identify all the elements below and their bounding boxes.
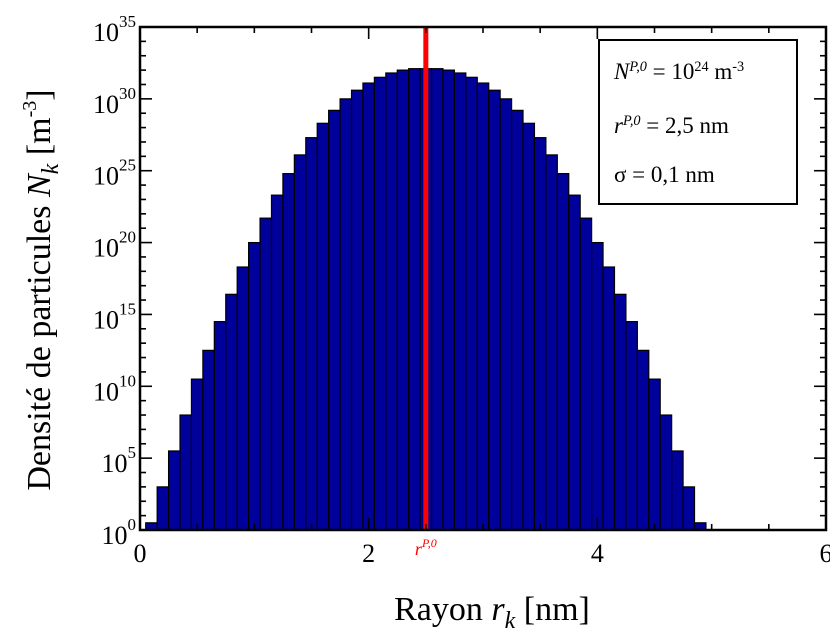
- histogram-bar: [305, 137, 318, 531]
- legend-density: NP,0 = 1024 m-3: [614, 59, 745, 84]
- x-tick-labels: 0 2 4 6: [134, 539, 830, 568]
- histogram-bar: [682, 486, 696, 531]
- histogram-bar: [522, 122, 536, 531]
- legend-radius: rP,0 = 2,5 nm: [614, 113, 729, 138]
- x-axis-label: Rayon rk [nm]: [394, 591, 590, 634]
- y-tick-label: 105: [102, 443, 137, 478]
- y-tick-label: 1010: [93, 371, 136, 406]
- histogram-bar: [156, 486, 170, 531]
- y-tick-label: 1025: [93, 156, 136, 191]
- histogram-bar: [225, 293, 238, 531]
- y-tick-label: 1035: [93, 12, 136, 47]
- histogram-bar: [430, 68, 444, 531]
- x-tick-label: 2: [362, 539, 375, 568]
- histogram-bar: [350, 89, 364, 531]
- histogram-bar: [236, 266, 250, 531]
- y-tick-label: 1015: [93, 299, 136, 334]
- histogram-bar: [282, 172, 295, 531]
- histogram-bar: [442, 69, 456, 531]
- legend-box: NP,0 = 1024 m-3 rP,0 = 2,5 nm σ = 0,1 nm: [598, 39, 798, 205]
- histogram-bar: [248, 241, 261, 531]
- histogram-bar: [579, 217, 593, 531]
- histogram-bar: [545, 154, 558, 531]
- histogram-bar: [396, 69, 410, 531]
- bar-series: [145, 68, 707, 531]
- histogram-bar: [339, 98, 353, 531]
- histogram-bar: [328, 109, 341, 531]
- histogram-bar: [533, 137, 547, 531]
- histogram-bar: [190, 378, 204, 531]
- x-tick-label: 6: [820, 539, 830, 568]
- histogram-bar: [499, 98, 513, 531]
- histogram-bar: [488, 89, 501, 531]
- y-axis-label: Densité de particules Nk [m-3]: [19, 89, 64, 490]
- y-tick-label: 1030: [93, 84, 136, 119]
- histogram-bar: [625, 321, 638, 531]
- histogram-bar: [591, 241, 604, 531]
- histogram-bar: [362, 82, 375, 531]
- histogram-bar: [202, 349, 215, 531]
- histogram-bar: [568, 194, 581, 531]
- axis-ticks: [139, 26, 827, 531]
- histogram-bar: [453, 72, 467, 531]
- y-tick-label: 1020: [93, 228, 136, 263]
- histogram-bar: [602, 266, 616, 531]
- x-tick-label: 4: [591, 539, 604, 568]
- histogram-bar: [373, 76, 387, 531]
- histogram-bar: [385, 72, 398, 531]
- histogram-bar: [167, 450, 181, 531]
- y-tick-label: 100: [102, 515, 137, 550]
- marker-label: rP,0: [415, 536, 437, 559]
- histogram-bar: [465, 76, 478, 531]
- histogram-bar: [648, 378, 661, 531]
- legend-sigma: σ = 0,1 nm: [614, 162, 715, 187]
- histogram-bar: [671, 450, 684, 531]
- histogram-bar: [213, 321, 227, 531]
- histogram-bar: [408, 68, 421, 531]
- histogram-bar: [659, 414, 673, 531]
- histogram-bar: [293, 154, 307, 531]
- histogram-bar: [476, 82, 490, 531]
- histogram-bar: [510, 109, 524, 531]
- x-tick-label: 0: [134, 539, 147, 568]
- histogram-bar: [636, 349, 650, 531]
- histogram-bar: [179, 414, 193, 531]
- histogram-bar: [259, 217, 273, 531]
- histogram-bar: [556, 172, 570, 531]
- histogram-bar: [613, 293, 627, 531]
- histogram-bar: [316, 122, 330, 531]
- histogram-bar: [270, 194, 284, 531]
- y-tick-labels: 100 105 1010 1015 1020 1025 1030 1035: [93, 12, 136, 550]
